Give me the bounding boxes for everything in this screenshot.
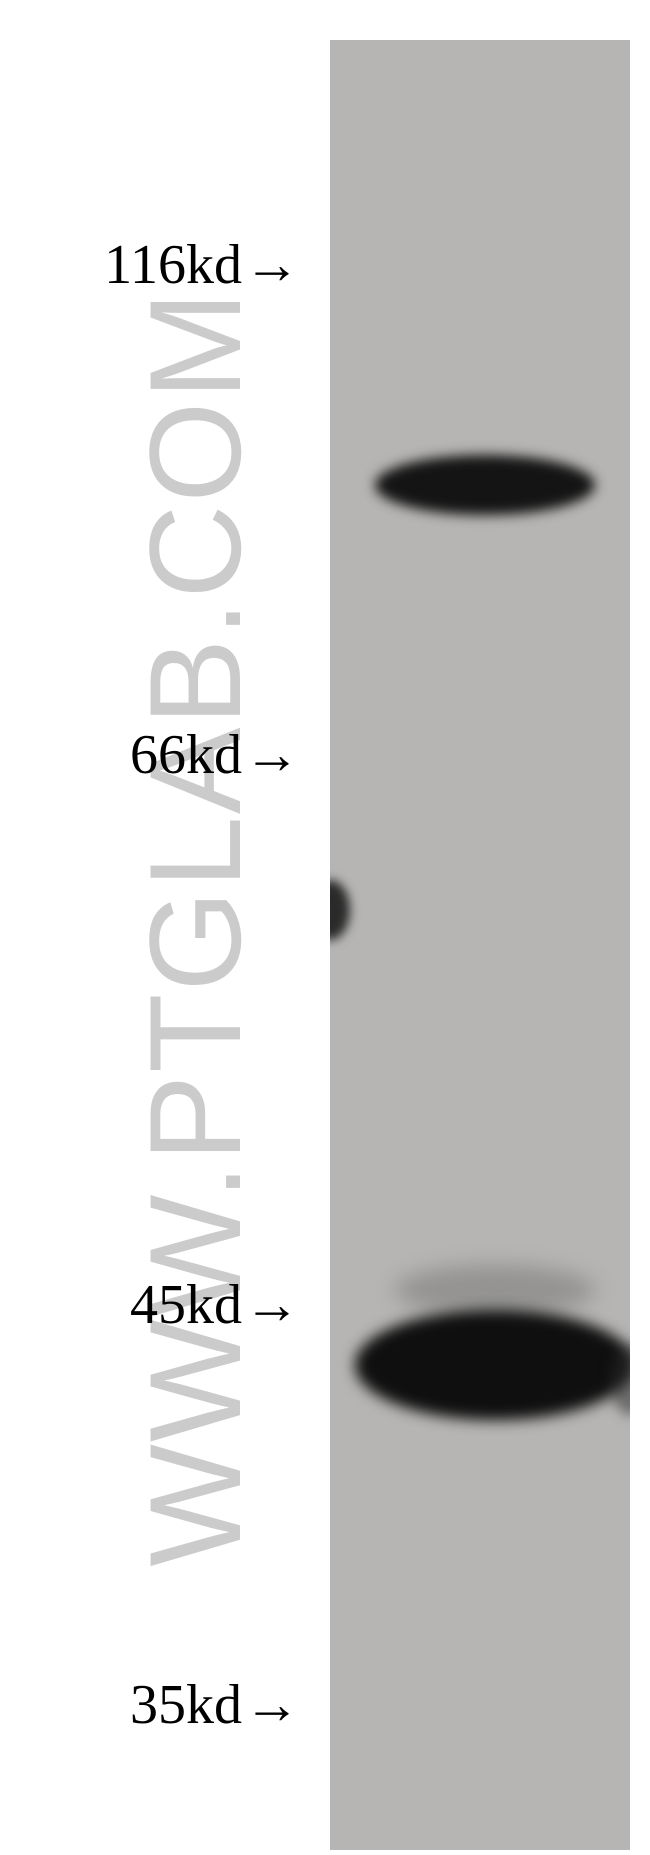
marker-label-66kd: 66kd→ bbox=[130, 723, 300, 787]
band-lower bbox=[355, 1310, 630, 1420]
western-blot-lane bbox=[330, 40, 630, 1850]
arrow-icon: → bbox=[244, 723, 300, 787]
arrow-icon: → bbox=[244, 1273, 300, 1337]
band-lower-faint bbox=[395, 1265, 595, 1315]
band-upper bbox=[375, 455, 595, 515]
marker-text: 45kd bbox=[130, 1273, 242, 1337]
marker-labels-column: 116kd→ 66kd→ 45kd→ 35kd→ bbox=[0, 0, 320, 1855]
edge-spot-left bbox=[330, 880, 350, 940]
marker-label-45kd: 45kd→ bbox=[130, 1273, 300, 1337]
marker-text: 35kd bbox=[130, 1673, 242, 1737]
marker-text: 66kd bbox=[130, 723, 242, 787]
arrow-icon: → bbox=[244, 233, 300, 297]
marker-text: 116kd bbox=[104, 233, 242, 297]
marker-label-35kd: 35kd→ bbox=[130, 1673, 300, 1737]
arrow-icon: → bbox=[244, 1673, 300, 1737]
marker-label-116kd: 116kd→ bbox=[104, 233, 300, 297]
